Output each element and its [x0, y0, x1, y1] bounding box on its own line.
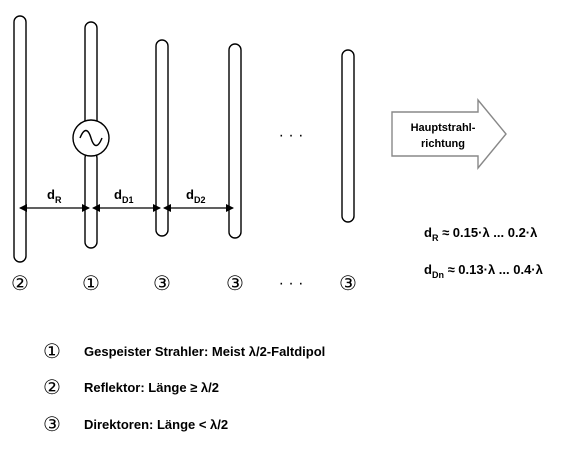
- marker-reflector: ②: [11, 273, 29, 295]
- legend-text-3: Direktoren: Länge < λ/2: [84, 417, 228, 432]
- marker-radiator: ①: [82, 273, 100, 295]
- marker-director-2: ③: [226, 273, 244, 295]
- formula-dR: dR ≈ 0.15·λ ... 0.2·λ: [424, 225, 538, 243]
- marker-director-1: ③: [153, 273, 171, 295]
- ellipsis-upper: · · ·: [279, 127, 304, 144]
- radiator-rod-upper: [84, 21, 98, 133]
- reflector-rod: [13, 15, 27, 263]
- director-rod-1: [155, 39, 169, 237]
- legend-marker-2: ②: [43, 377, 61, 399]
- spacing-label-dR: dR: [47, 187, 62, 205]
- legend-marker-1: ①: [43, 341, 61, 363]
- marker-ellipsis: · · ·: [279, 275, 304, 292]
- spacing-label-dD2: dD2: [186, 187, 205, 205]
- legend-marker-3: ③: [43, 414, 61, 436]
- formula-dDn: dDn ≈ 0.13·λ ... 0.4·λ: [424, 262, 544, 280]
- legend-text-1: Gespeister Strahler: Meist λ/2-Faltdipol: [84, 344, 325, 359]
- radiator-rod-lower: [84, 151, 98, 249]
- spacing-label-dD1: dD1: [114, 187, 133, 205]
- director-rod-n: [341, 49, 355, 223]
- sine-wave-icon: [79, 129, 103, 147]
- main-direction-arrow: [391, 98, 507, 170]
- legend-text-2: Reflektor: Länge ≥ λ/2: [84, 380, 219, 395]
- marker-director-n: ③: [339, 273, 357, 295]
- arrow-label-line1: Hauptstrahl-: [411, 122, 476, 134]
- arrow-label-line2: richtung: [421, 138, 465, 150]
- director-rod-2: [228, 43, 242, 239]
